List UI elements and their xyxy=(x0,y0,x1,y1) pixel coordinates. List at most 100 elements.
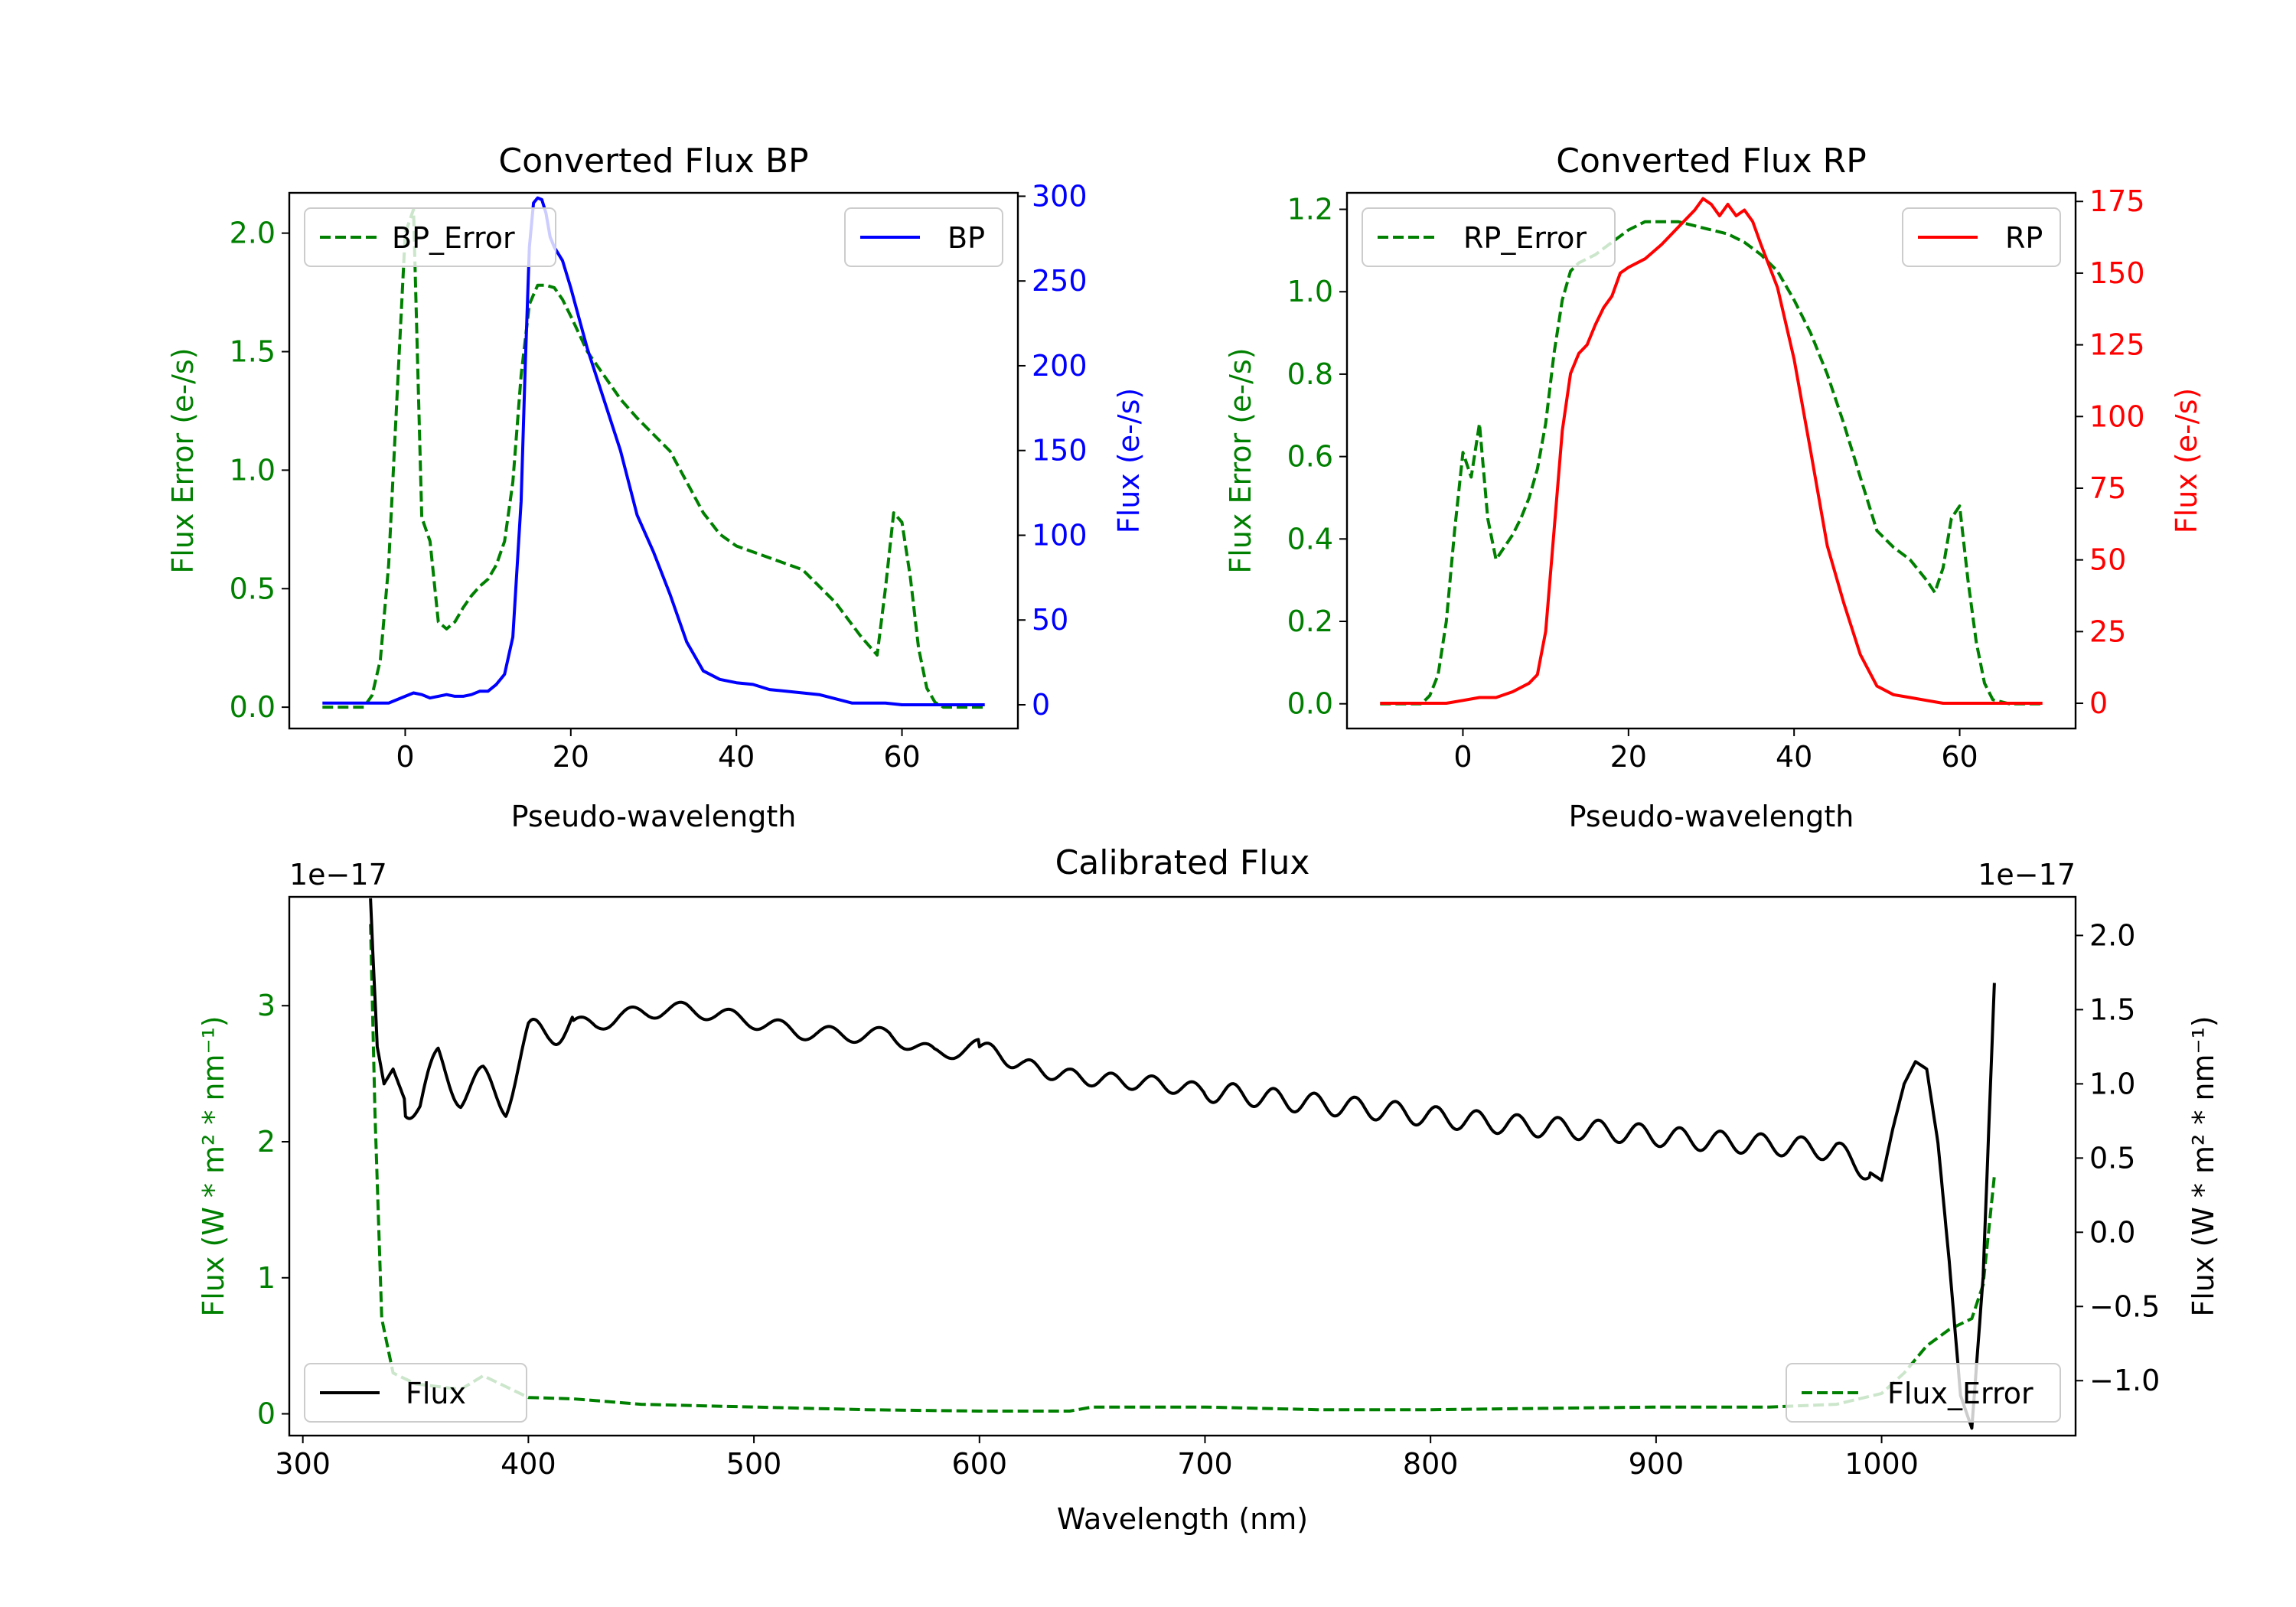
rp-legend-right: RP xyxy=(1902,207,2061,267)
bp-legend-left-box xyxy=(304,207,556,267)
rp-ytick-right-label: 25 xyxy=(2089,614,2126,648)
rp-series-rp-error-line xyxy=(1380,220,2043,706)
bp-xtick-label: 0 xyxy=(396,740,414,774)
rp-series-rp-line xyxy=(1380,197,2043,705)
bp-xtick-label: 40 xyxy=(718,740,755,774)
rp-legend-flux-label: RP xyxy=(2005,221,2043,255)
rp-ytick-right-label: 75 xyxy=(2089,471,2126,505)
cal-ytick-right-label: 0.5 xyxy=(2089,1141,2135,1175)
cal-ylabel-left: Flux (W * m² * nm⁻¹) xyxy=(197,1015,230,1316)
bp-xticks: 0 20 40 60 xyxy=(396,729,921,774)
cal-xlabel: Wavelength (nm) xyxy=(1057,1502,1308,1536)
bp-title: Converted Flux BP xyxy=(498,142,808,181)
cal-yticks-right: −1.0 −0.5 0.0 0.5 1.0 1.5 2.0 xyxy=(2076,918,2160,1397)
cal-legend-left-box xyxy=(304,1363,527,1423)
bp-yticks-left: 0.0 0.5 1.0 1.5 2.0 xyxy=(230,217,289,724)
cal-xtick-label: 900 xyxy=(1629,1447,1684,1481)
bp-panel: Converted Flux BP Pseudo-wavelength Flux… xyxy=(166,142,1146,833)
cal-ytick-right-label: −0.5 xyxy=(2089,1289,2160,1323)
rp-yticks-right: 0 25 50 75 100 125 150 175 xyxy=(2076,184,2145,720)
bp-series-bp-error-line xyxy=(322,207,985,709)
rp-ytick-right-label: 150 xyxy=(2089,256,2145,290)
bp-legend-left: BP_Error xyxy=(304,207,556,267)
rp-xtick-label: 20 xyxy=(1610,740,1647,774)
bp-ytick-right-label: 50 xyxy=(1032,603,1068,637)
rp-series-layer xyxy=(1380,197,2043,706)
bp-ytick-right-label: 100 xyxy=(1032,518,1088,552)
rp-title: Converted Flux RP xyxy=(1556,142,1867,181)
cal-xtick-label: 500 xyxy=(726,1447,782,1481)
bp-ytick-right-label: 250 xyxy=(1032,264,1088,298)
cal-legend-error-label: Flux_Error xyxy=(1887,1377,2033,1410)
rp-ytick-left-label: 0.6 xyxy=(1287,440,1333,474)
rp-xticks: 0 20 40 60 xyxy=(1453,729,1978,774)
rp-xtick-label: 60 xyxy=(1941,740,1978,774)
bp-ytick-left-label: 0.0 xyxy=(230,690,276,724)
rp-ytick-left-label: 0.8 xyxy=(1287,357,1333,391)
cal-ytick-left-label: 2 xyxy=(257,1125,276,1159)
cal-xticks: 300 400 500 600 700 800 900 1000 xyxy=(275,1436,1919,1481)
cal-ytick-right-label: 0.0 xyxy=(2089,1215,2135,1249)
cal-ytick-left-label: 3 xyxy=(257,989,276,1022)
bp-ytick-right-label: 150 xyxy=(1032,434,1088,468)
rp-ytick-right-label: 50 xyxy=(2089,543,2126,577)
rp-legend-left: RP_Error xyxy=(1362,207,1616,267)
bp-ytick-left-label: 1.0 xyxy=(230,453,276,487)
bp-xtick-label: 60 xyxy=(883,740,920,774)
bp-ylabel-right: Flux (e-/s) xyxy=(1112,388,1146,533)
bp-yticks-right: 0 50 100 150 200 250 300 xyxy=(1018,179,1088,722)
cal-xtick-label: 400 xyxy=(501,1447,556,1481)
cal-ylabel-right: Flux (W * m² * nm⁻¹) xyxy=(2187,1015,2220,1316)
cal-ytick-right-label: 1.0 xyxy=(2089,1067,2135,1100)
cal-series-flux-line xyxy=(369,898,1996,1430)
rp-legend-right-box xyxy=(1902,207,2061,267)
bp-legend-right: BP xyxy=(844,207,1003,267)
cal-ytick-left-label: 0 xyxy=(257,1397,276,1431)
rp-axes-frame xyxy=(1345,191,2077,730)
cal-yticks-left: 0 1 2 3 xyxy=(257,989,289,1431)
bp-xlabel: Pseudo-wavelength xyxy=(511,800,797,833)
cal-ytick-left-label: 1 xyxy=(257,1261,276,1295)
cal-xtick-label: 1000 xyxy=(1844,1447,1919,1481)
rp-ytick-right-label: 175 xyxy=(2089,184,2145,218)
rp-ytick-right-label: 0 xyxy=(2089,686,2108,720)
cal-axes-frame xyxy=(288,895,2077,1437)
rp-legend-error-label: RP_Error xyxy=(1463,221,1587,255)
cal-title: Calibrated Flux xyxy=(1055,843,1310,882)
cal-legend-right: Flux_Error xyxy=(1786,1363,2061,1423)
bp-ytick-right-label: 200 xyxy=(1032,349,1088,383)
bp-axes-frame xyxy=(288,191,1019,730)
bp-ytick-left-label: 2.0 xyxy=(230,217,276,250)
rp-ytick-left-label: 0.4 xyxy=(1287,522,1333,556)
bp-ytick-right-label: 0 xyxy=(1032,688,1050,722)
rp-legend-left-box xyxy=(1362,207,1616,267)
cal-xtick-label: 800 xyxy=(1403,1447,1459,1481)
cal-legend-right-box xyxy=(1786,1363,2061,1423)
bp-legend-error-label: BP_Error xyxy=(392,221,515,255)
cal-ytick-right-label: 2.0 xyxy=(2089,918,2135,952)
rp-ylabel-right: Flux (e-/s) xyxy=(2170,388,2203,533)
bp-series-bp-line xyxy=(322,196,985,706)
rp-xtick-label: 40 xyxy=(1776,740,1812,774)
cal-offset-right: 1e−17 xyxy=(1978,858,2076,892)
cal-ytick-right-label: −1.0 xyxy=(2089,1364,2160,1397)
cal-ytick-right-label: 1.5 xyxy=(2089,993,2135,1026)
rp-ytick-right-label: 100 xyxy=(2089,399,2145,433)
cal-xtick-label: 700 xyxy=(1177,1447,1233,1481)
rp-panel: Converted Flux RP Pseudo-wavelength Flux… xyxy=(1224,142,2203,833)
rp-ytick-left-label: 1.2 xyxy=(1287,193,1333,227)
bp-xtick-label: 20 xyxy=(553,740,589,774)
bp-ytick-left-label: 1.5 xyxy=(230,335,276,369)
rp-yticks-left: 0.0 0.2 0.4 0.6 0.8 1.0 1.2 xyxy=(1287,193,1347,721)
bp-series-layer xyxy=(322,196,985,709)
bp-ytick-right-label: 300 xyxy=(1032,179,1088,213)
rp-ytick-left-label: 0.0 xyxy=(1287,687,1333,721)
cal-xtick-label: 600 xyxy=(952,1447,1008,1481)
cal-offset-left: 1e−17 xyxy=(289,858,387,892)
rp-ytick-left-label: 1.0 xyxy=(1287,275,1333,308)
bp-ytick-left-label: 0.5 xyxy=(230,572,276,605)
rp-ytick-left-label: 0.2 xyxy=(1287,605,1333,638)
bp-legend-flux-label: BP xyxy=(947,221,985,255)
